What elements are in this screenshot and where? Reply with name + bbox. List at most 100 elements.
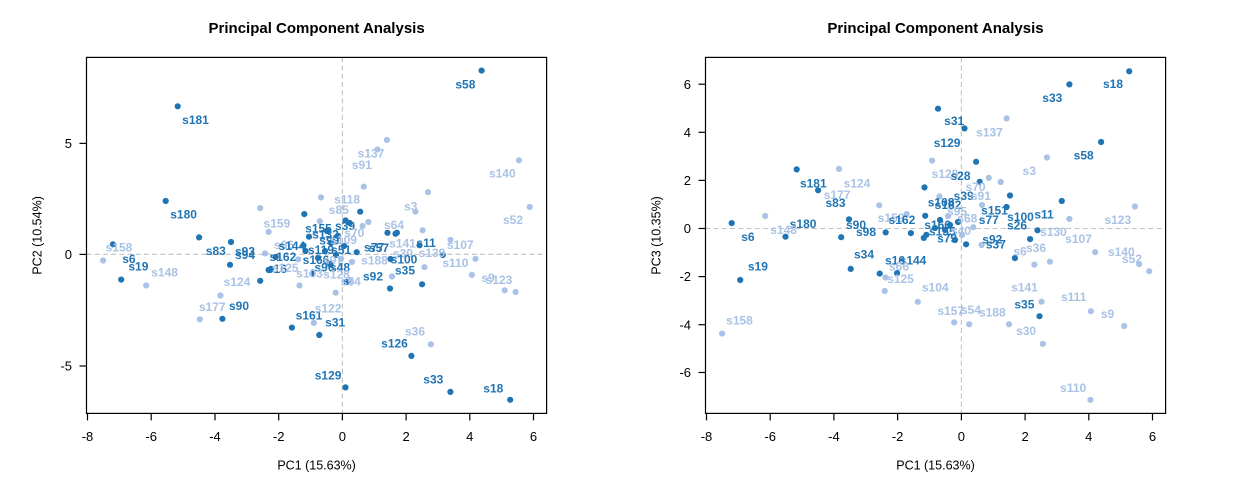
svg-text:0: 0 xyxy=(65,247,72,262)
svg-text:s177: s177 xyxy=(824,188,851,202)
svg-text:s30: s30 xyxy=(1016,324,1036,338)
svg-text:s159: s159 xyxy=(264,216,291,230)
svg-text:s126: s126 xyxy=(381,337,408,351)
svg-text:Principal Component Analysis: Principal Component Analysis xyxy=(827,20,1043,37)
svg-text:s77: s77 xyxy=(364,241,384,255)
svg-text:s108: s108 xyxy=(928,195,955,209)
svg-text:s110: s110 xyxy=(442,256,468,270)
svg-text:s35: s35 xyxy=(395,264,415,278)
svg-text:s100: s100 xyxy=(1007,210,1034,224)
svg-text:s130: s130 xyxy=(1040,225,1067,239)
svg-text:s9: s9 xyxy=(1101,307,1115,321)
svg-text:s166: s166 xyxy=(924,218,951,232)
svg-text:s180: s180 xyxy=(790,217,817,231)
svg-text:s159: s159 xyxy=(878,211,905,225)
svg-text:s132: s132 xyxy=(312,228,339,242)
svg-text:s128: s128 xyxy=(323,268,350,282)
svg-text:6: 6 xyxy=(530,429,537,444)
svg-text:s92: s92 xyxy=(982,232,1002,246)
svg-text:s158: s158 xyxy=(726,314,753,328)
svg-text:s54: s54 xyxy=(961,303,981,317)
svg-text:s83: s83 xyxy=(206,244,226,258)
svg-text:s31: s31 xyxy=(325,316,345,330)
svg-text:s18: s18 xyxy=(483,382,503,396)
svg-text:s180: s180 xyxy=(170,207,197,221)
svg-text:0: 0 xyxy=(684,221,691,236)
svg-text:s141: s141 xyxy=(1011,281,1038,295)
svg-text:s124: s124 xyxy=(224,275,251,289)
svg-text:s6: s6 xyxy=(1013,245,1027,259)
svg-text:s97: s97 xyxy=(323,254,343,268)
svg-text:s162: s162 xyxy=(889,213,916,227)
svg-text:s36: s36 xyxy=(405,324,425,338)
svg-text:s119: s119 xyxy=(308,243,334,257)
svg-text:s137: s137 xyxy=(976,126,1003,140)
svg-text:s28: s28 xyxy=(950,169,970,183)
svg-text:s93: s93 xyxy=(235,245,255,259)
svg-text:s58: s58 xyxy=(455,78,475,92)
svg-text:s66: s66 xyxy=(889,260,909,274)
svg-text:s18: s18 xyxy=(1103,77,1123,91)
svg-text:-4: -4 xyxy=(828,429,840,444)
svg-text:s129: s129 xyxy=(934,136,961,150)
svg-text:s98: s98 xyxy=(856,225,876,239)
svg-text:-4: -4 xyxy=(679,317,691,332)
svg-text:PC2 (10.54%): PC2 (10.54%) xyxy=(30,196,44,275)
svg-text:s140: s140 xyxy=(489,166,516,180)
svg-text:s68: s68 xyxy=(957,212,977,226)
svg-text:-2: -2 xyxy=(273,429,285,444)
svg-text:s103: s103 xyxy=(296,267,323,281)
svg-text:s26: s26 xyxy=(1007,219,1027,233)
svg-text:s79: s79 xyxy=(937,232,957,246)
svg-text:s100: s100 xyxy=(391,252,418,266)
svg-text:s148: s148 xyxy=(770,223,797,237)
svg-text:2: 2 xyxy=(684,173,691,188)
svg-text:s177: s177 xyxy=(199,300,226,314)
svg-text:s90: s90 xyxy=(229,299,249,313)
svg-text:s11: s11 xyxy=(1034,207,1054,221)
svg-text:s181: s181 xyxy=(182,113,209,127)
svg-text:-2: -2 xyxy=(892,429,904,444)
svg-text:s162: s162 xyxy=(270,250,297,264)
svg-text:-8: -8 xyxy=(701,429,713,444)
svg-text:s188: s188 xyxy=(979,305,1006,319)
svg-text:s123: s123 xyxy=(1104,213,1131,227)
svg-text:-6: -6 xyxy=(145,429,157,444)
svg-text:s34: s34 xyxy=(854,248,874,262)
svg-text:s36: s36 xyxy=(1026,241,1046,255)
svg-text:s64: s64 xyxy=(384,218,404,232)
svg-text:s40: s40 xyxy=(951,224,971,238)
svg-text:s155: s155 xyxy=(305,221,332,235)
svg-text:s85: s85 xyxy=(329,203,349,217)
svg-text:s77: s77 xyxy=(979,213,999,227)
svg-text:s123: s123 xyxy=(486,273,513,287)
svg-text:s57: s57 xyxy=(369,241,389,255)
svg-text:s90: s90 xyxy=(846,218,866,232)
svg-text:s166: s166 xyxy=(303,253,330,267)
svg-text:s122: s122 xyxy=(315,301,342,315)
svg-text:s141: s141 xyxy=(389,237,416,251)
svg-text:s58: s58 xyxy=(1074,148,1094,162)
svg-text:s30: s30 xyxy=(393,247,413,261)
svg-text:s188: s188 xyxy=(361,254,388,268)
svg-text:s111: s111 xyxy=(1061,290,1087,304)
svg-text:s16: s16 xyxy=(267,262,287,276)
svg-text:-4: -4 xyxy=(209,429,221,444)
svg-text:s125: s125 xyxy=(272,261,299,275)
svg-text:s128: s128 xyxy=(932,167,959,181)
svg-text:s91: s91 xyxy=(352,158,372,172)
svg-text:s48: s48 xyxy=(330,260,350,274)
svg-text:PC3 (10.35%): PC3 (10.35%) xyxy=(649,196,663,275)
svg-text:s137: s137 xyxy=(358,146,385,160)
svg-text:s70: s70 xyxy=(965,180,985,194)
svg-text:s148: s148 xyxy=(151,266,178,280)
svg-text:s54: s54 xyxy=(341,274,361,288)
svg-text:s9: s9 xyxy=(481,271,495,285)
svg-text:s6: s6 xyxy=(741,230,755,244)
svg-text:s83: s83 xyxy=(825,196,845,210)
svg-text:s3: s3 xyxy=(404,200,418,214)
svg-text:s95: s95 xyxy=(947,205,967,219)
svg-text:0: 0 xyxy=(958,429,965,444)
svg-text:s125: s125 xyxy=(887,272,914,286)
svg-text:4: 4 xyxy=(466,429,473,444)
